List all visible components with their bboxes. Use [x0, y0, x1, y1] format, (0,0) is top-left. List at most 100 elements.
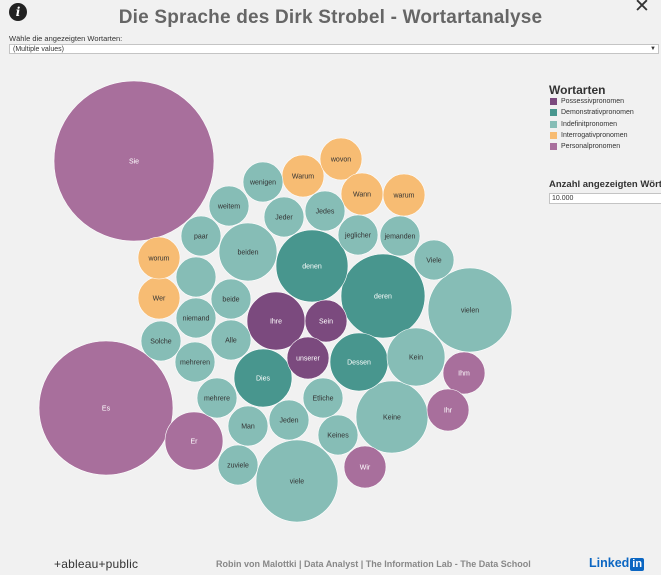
bubble-circle[interactable]: [386, 327, 446, 387]
bubble-circle[interactable]: [263, 196, 305, 238]
bubble-circle[interactable]: [174, 341, 216, 383]
bubble-label: niemand: [183, 316, 210, 323]
bubble-keines[interactable]: Keines: [317, 414, 359, 456]
bubble-label: Jeden: [279, 418, 298, 425]
bubble-circle[interactable]: [164, 411, 224, 471]
legend-item[interactable]: Interrogativpronomen: [550, 131, 628, 141]
bubble-label: weitem: [217, 204, 240, 211]
bubble-circle[interactable]: [304, 190, 346, 232]
bubble-ihm[interactable]: Ihm: [442, 351, 486, 395]
bubble-circle[interactable]: [227, 405, 269, 447]
bubble-circle[interactable]: [140, 320, 182, 362]
bubble-weitem[interactable]: weitem: [208, 185, 250, 227]
bubble-circle[interactable]: [255, 439, 339, 523]
bubble-label: Jedes: [316, 209, 335, 216]
bubble-circle[interactable]: [137, 236, 181, 280]
bubble-circle[interactable]: [302, 377, 344, 419]
bubble-circle[interactable]: [210, 278, 252, 320]
bubble-viele[interactable]: viele: [255, 439, 339, 523]
bubble-label: wovon: [330, 157, 351, 164]
bubble-circle[interactable]: [343, 445, 387, 489]
bubble-unserer[interactable]: unserer: [286, 336, 330, 380]
bubble-circle[interactable]: [340, 253, 426, 339]
legend-item[interactable]: Possessivpronomen: [550, 98, 624, 107]
bubble-zuviele[interactable]: zuviele: [217, 444, 259, 486]
bubble-vielen[interactable]: vielen: [427, 267, 513, 353]
bubble-circle[interactable]: [427, 267, 513, 353]
bubble-label: jeglicher: [344, 233, 372, 240]
bubble-jeder[interactable]: Jeder: [263, 196, 305, 238]
bubble-circle[interactable]: [233, 348, 293, 408]
bubble-er[interactable]: Er: [164, 411, 224, 471]
bubble-jedes[interactable]: Jedes: [304, 190, 346, 232]
close-icon[interactable]: ✕: [634, 0, 650, 17]
bubble-circle[interactable]: [286, 336, 330, 380]
wortarten-filter-dropdown[interactable]: (Multiple values) ▼: [9, 44, 659, 54]
bubble-warum[interactable]: warum: [382, 173, 426, 217]
bubble-circle[interactable]: [379, 215, 421, 257]
bubble-circle[interactable]: [218, 222, 278, 282]
bubble-circle[interactable]: [208, 185, 250, 227]
bubble-circle[interactable]: [413, 239, 455, 281]
bubble-mehrere[interactable]: mehrere: [196, 377, 238, 419]
bubble-es[interactable]: Es: [38, 340, 174, 476]
bubble-sein[interactable]: Sein: [304, 299, 348, 343]
bubble-sie[interactable]: Sie: [53, 80, 215, 242]
bubble-keine[interactable]: Keine: [355, 380, 429, 454]
bubble-jeglicher[interactable]: jeglicher: [337, 214, 379, 256]
bubble-paar[interactable]: paar: [180, 215, 222, 257]
bubble-warum[interactable]: Warum: [281, 154, 325, 198]
bubble-worum[interactable]: worum: [137, 236, 181, 280]
bubble-wenigen[interactable]: wenigen: [242, 161, 284, 203]
bubble-wann[interactable]: Wann: [340, 172, 384, 216]
bubble-jemanden[interactable]: jemanden: [379, 215, 421, 257]
info-icon[interactable]: i: [9, 3, 27, 21]
word-count-input[interactable]: [549, 193, 661, 204]
bubble-circle[interactable]: [196, 377, 238, 419]
bubble-circle[interactable]: [337, 214, 379, 256]
legend-item[interactable]: Indefinitpronomen: [550, 120, 617, 130]
bubble-circle[interactable]: [442, 351, 486, 395]
bubble-circle[interactable]: [275, 229, 349, 303]
bubble-dessen[interactable]: Dessen: [329, 332, 389, 392]
bubble-beide[interactable]: beide: [210, 278, 252, 320]
bubble-beiden[interactable]: beiden: [218, 222, 278, 282]
bubble-circle[interactable]: [319, 137, 363, 181]
bubble-man[interactable]: Man: [227, 405, 269, 447]
bubble-alle[interactable]: Alle: [210, 319, 252, 361]
bubble-circle[interactable]: [175, 297, 217, 339]
bubble-jeden[interactable]: Jeden: [268, 399, 310, 441]
bubble-circle[interactable]: [382, 173, 426, 217]
bubble-circle[interactable]: [53, 80, 215, 242]
bubble-circle[interactable]: [426, 388, 470, 432]
bubble-circle[interactable]: [304, 299, 348, 343]
bubble-circle[interactable]: [242, 161, 284, 203]
bubble-viele[interactable]: Viele: [413, 239, 455, 281]
bubble-wir[interactable]: Wir: [343, 445, 387, 489]
bubble-circle[interactable]: [38, 340, 174, 476]
bubble-circle[interactable]: [268, 399, 310, 441]
bubble-wovon[interactable]: wovon: [319, 137, 363, 181]
bubble-circle[interactable]: [317, 414, 359, 456]
bubble-circle[interactable]: [217, 444, 259, 486]
bubble-niemand[interactable]: niemand: [175, 297, 217, 339]
bubble-dies[interactable]: Dies: [233, 348, 293, 408]
bubble-circle[interactable]: [210, 319, 252, 361]
bubble-circle[interactable]: [180, 215, 222, 257]
bubble-circle[interactable]: [175, 256, 217, 298]
bubble-mehreren[interactable]: mehreren: [174, 341, 216, 383]
bubble-unlabeled[interactable]: [175, 256, 217, 298]
bubble-label: Dies: [256, 376, 271, 383]
bubble-denen[interactable]: denen: [275, 229, 349, 303]
bubble-wer[interactable]: Wer: [137, 276, 181, 320]
bubble-kein[interactable]: Kein: [386, 327, 446, 387]
bubble-solche[interactable]: Solche: [140, 320, 182, 362]
bubble-ihr[interactable]: Ihr: [426, 388, 470, 432]
bubble-deren[interactable]: deren: [340, 253, 426, 339]
bubble-label: Wer: [153, 296, 166, 303]
bubble-etliche[interactable]: Etliche: [302, 377, 344, 419]
legend-item[interactable]: Demonstrativpronomen: [550, 109, 634, 118]
linkedin-logo[interactable]: Linked in: [589, 556, 645, 571]
legend-item[interactable]: Personalpronomen: [550, 143, 620, 152]
